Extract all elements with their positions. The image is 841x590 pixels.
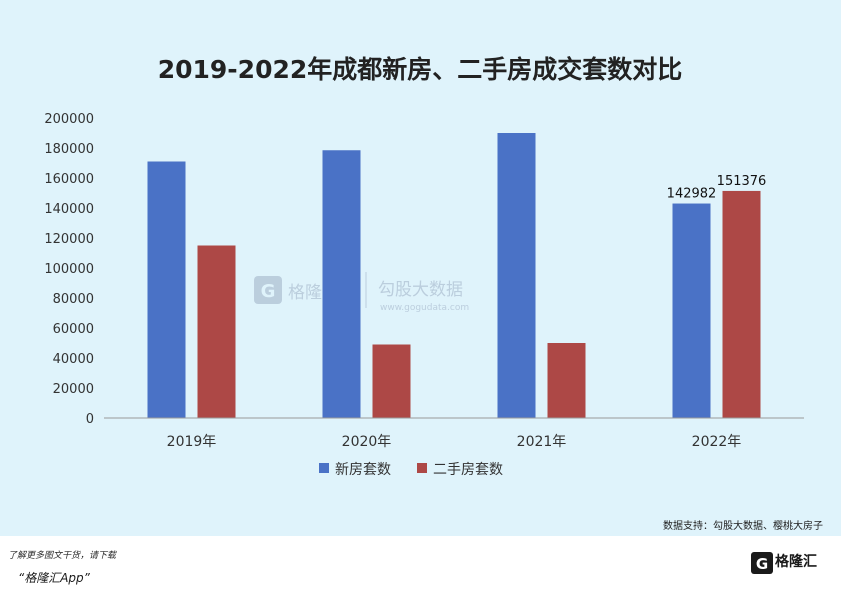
watermark-brand-2: 勾股大数据 (378, 280, 463, 300)
y-tick-label: 180000 (44, 142, 94, 157)
legend-label: 二手房套数 (433, 462, 503, 478)
brand-logo-icon: G (751, 552, 773, 574)
x-tick-label: 2019年 (167, 434, 217, 450)
bar-resale-2 (547, 343, 586, 418)
data-label: 142982 (667, 187, 717, 202)
bar-new-home-2 (497, 133, 536, 418)
y-tick-label: 160000 (44, 172, 94, 187)
bar-resale-0 (197, 245, 236, 418)
y-tick-label: 200000 (44, 112, 94, 127)
bar-chart: 2019-2022年成都新房、二手房成交套数对比 G 格隆汇 勾股大数据 www… (14, 14, 826, 518)
brand-logo: G 格隆汇 (751, 549, 833, 585)
legend: 新房套数 二手房套数 (319, 462, 503, 478)
y-tick-label: 120000 (44, 232, 94, 247)
x-axis: 2019年 2020年 2021年 2022年 (104, 417, 804, 450)
x-tick-label: 2022年 (692, 434, 742, 450)
legend-swatch (417, 463, 427, 473)
y-axis: 0 20000 40000 60000 80000 100000 120000 140000 1… (44, 112, 94, 427)
bar-resale-3 (722, 190, 761, 418)
bar-new-home-1 (322, 150, 361, 418)
y-tick-label: 0 (86, 412, 94, 427)
x-tick-label: 2020年 (342, 434, 392, 450)
brand-logo-text: 格隆汇 (775, 554, 817, 570)
legend-label: 新房套数 (335, 462, 391, 478)
chart-panel: 2019-2022年成都新房、二手房成交套数对比 G 格隆汇 勾股大数据 www… (14, 14, 826, 518)
svg-text:G: G (756, 555, 768, 573)
source-note: 数据支持：勾股大数据、樱桃大房子 (663, 521, 823, 532)
x-tick-label: 2021年 (517, 434, 567, 450)
data-label: 151376 (717, 174, 767, 189)
watermark: G 格隆汇 勾股大数据 www.gogudata.com (254, 272, 469, 313)
legend-swatch (319, 463, 329, 473)
y-tick-label: 20000 (53, 382, 94, 397)
y-tick-label: 40000 (53, 352, 94, 367)
promo-line-2: “格隆汇App” (18, 571, 90, 585)
y-tick-label: 100000 (44, 262, 94, 277)
bars-group (147, 133, 761, 418)
footer-band (0, 536, 841, 590)
promo-line-1: 了解更多图文干货，请下载 (8, 551, 117, 561)
y-tick-label: 80000 (53, 292, 94, 307)
watermark-url: www.gogudata.com (380, 303, 469, 313)
chart-title: 2019-2022年成都新房、二手房成交套数对比 (158, 55, 683, 84)
watermark-logo-icon (254, 276, 282, 304)
svg-text:G: G (261, 281, 276, 302)
bar-resale-1 (372, 344, 411, 418)
bar-new-home-3 (672, 203, 711, 418)
bar-new-home-0 (147, 161, 186, 418)
y-tick-label: 60000 (53, 322, 94, 337)
y-tick-label: 140000 (44, 202, 94, 217)
